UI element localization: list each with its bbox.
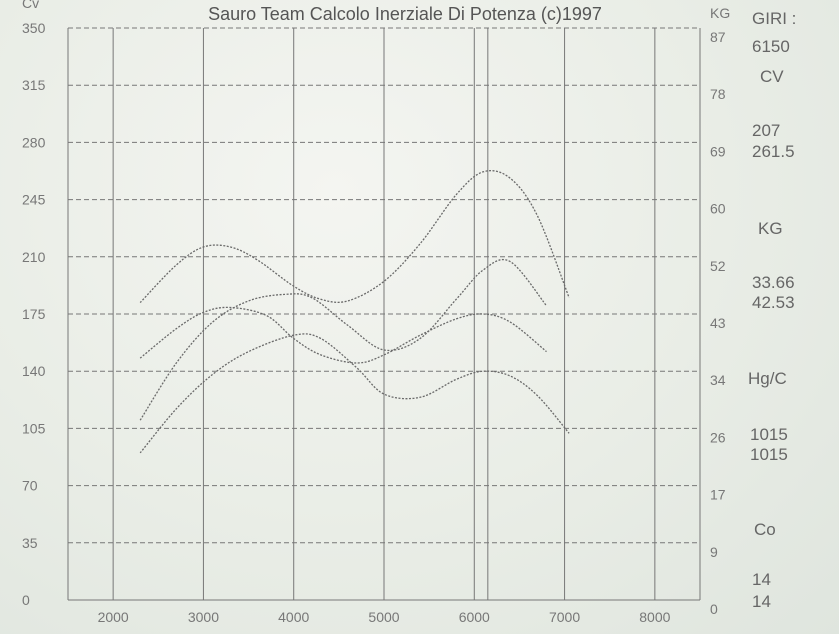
x-tick-label: 7000 bbox=[549, 609, 580, 625]
left-tick-label: 210 bbox=[22, 249, 46, 265]
left-tick-label: 140 bbox=[22, 363, 46, 379]
giri-value: 6150 bbox=[752, 37, 790, 56]
right-axis-label: KG bbox=[710, 5, 730, 21]
left-tick-label: 315 bbox=[22, 77, 46, 93]
co-value-2: 14 bbox=[752, 592, 771, 611]
power-curves bbox=[139, 170, 570, 454]
series-line-1 bbox=[139, 170, 570, 304]
left-tick-label: 70 bbox=[22, 478, 38, 494]
x-tick-label: 4000 bbox=[278, 609, 309, 625]
left-tick-label: 280 bbox=[22, 134, 46, 150]
series-line-4 bbox=[139, 333, 570, 454]
co-label: Co bbox=[754, 520, 776, 539]
chart-title: Sauro Team Calcolo Inerziale Di Potenza … bbox=[208, 4, 602, 24]
left-tick-label: 245 bbox=[22, 192, 46, 208]
hgc-label: Hg/C bbox=[748, 369, 787, 388]
side-panel: GIRI : 6150 CV 207 261.5 KG 33.66 42.53 … bbox=[748, 9, 796, 611]
left-tick-label: 105 bbox=[22, 420, 46, 436]
series-line-3 bbox=[139, 258, 548, 421]
right-tick-label: 0 bbox=[710, 601, 718, 617]
kg-value-2: 42.53 bbox=[752, 293, 795, 312]
x-tick-label: 5000 bbox=[368, 609, 399, 625]
x-tick-label: 2000 bbox=[98, 609, 129, 625]
left-tick-label: 35 bbox=[22, 535, 38, 551]
kg-value-1: 33.66 bbox=[752, 273, 795, 292]
hgc-value-1: 1015 bbox=[750, 425, 788, 444]
right-tick-labels: 0 9 17 26 34 43 52 60 69 78 87 bbox=[710, 29, 726, 617]
left-tick-labels: 0 35 70 105 140 175 210 245 280 315 350 bbox=[22, 20, 46, 608]
co-value-1: 14 bbox=[752, 570, 771, 589]
right-tick-label: 34 bbox=[710, 372, 726, 388]
right-tick-label: 43 bbox=[710, 315, 726, 331]
x-tick-labels: 2000 3000 4000 5000 6000 7000 8000 bbox=[98, 609, 671, 625]
hgc-value-2: 1015 bbox=[750, 445, 788, 464]
right-tick-label: 52 bbox=[710, 258, 726, 274]
right-tick-label: 17 bbox=[710, 487, 726, 503]
x-tick-label: 8000 bbox=[639, 609, 670, 625]
x-tick-label: 6000 bbox=[459, 609, 490, 625]
cv-value-2: 261.5 bbox=[752, 142, 795, 161]
left-tick-label: 175 bbox=[22, 306, 46, 322]
left-axis-label: Cv bbox=[22, 0, 39, 11]
right-tick-label: 60 bbox=[710, 201, 726, 217]
series-line-2 bbox=[139, 306, 547, 364]
left-tick-label: 350 bbox=[22, 20, 46, 36]
right-tick-label: 69 bbox=[710, 143, 726, 159]
giri-label: GIRI : bbox=[752, 9, 796, 28]
right-tick-label: 26 bbox=[710, 429, 726, 445]
cv-value-1: 207 bbox=[752, 121, 780, 140]
right-tick-label: 9 bbox=[710, 544, 718, 560]
x-tick-label: 3000 bbox=[188, 609, 219, 625]
right-tick-label: 78 bbox=[710, 86, 726, 102]
kg-label: KG bbox=[758, 219, 783, 238]
right-tick-label: 87 bbox=[710, 29, 726, 45]
horizontal-gridlines bbox=[68, 27, 700, 544]
left-tick-label: 0 bbox=[22, 592, 30, 608]
cv-label: CV bbox=[760, 67, 784, 86]
